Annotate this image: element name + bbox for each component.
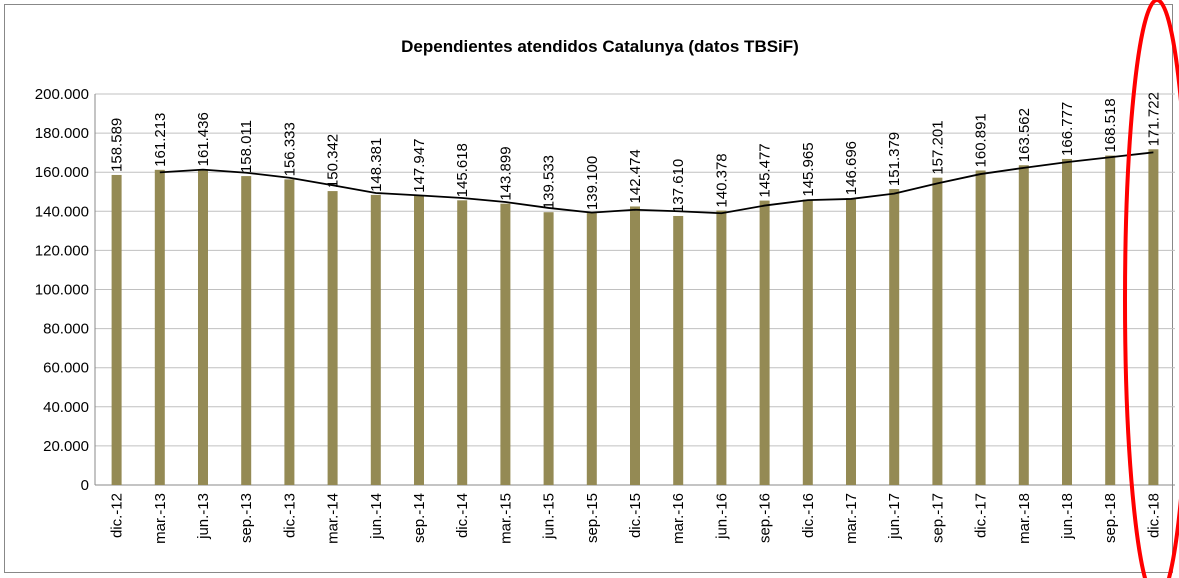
data-label: 168.518	[1102, 98, 1119, 152]
y-tick-label: 140.000	[35, 203, 89, 220]
bar	[630, 206, 640, 486]
bar	[889, 189, 900, 485]
bar	[759, 200, 770, 485]
bar	[716, 210, 727, 485]
y-tick-label: 160.000	[35, 164, 89, 181]
x-tick-label: jun.-13	[195, 493, 212, 540]
data-label: 151.379	[886, 132, 903, 186]
data-label: 171.722	[1145, 92, 1162, 146]
bar	[457, 200, 468, 485]
bar	[284, 179, 295, 485]
y-tick-label: 0	[81, 477, 89, 494]
data-label: 161.213	[152, 113, 169, 167]
data-label: 142.474	[627, 149, 644, 203]
y-tick-label: 100.000	[35, 282, 89, 299]
x-tick-label: sep.-13	[238, 493, 255, 543]
trend-line	[159, 151, 1154, 215]
data-label: 161.436	[195, 112, 212, 166]
x-tick-label: dic.-15	[627, 493, 644, 538]
data-label: 139.533	[541, 155, 558, 209]
data-label: 145.618	[454, 143, 471, 197]
x-tick-label: mar.-17	[843, 493, 860, 544]
y-tick-label: 20.000	[43, 438, 89, 455]
x-tick-label: sep.-16	[757, 493, 774, 543]
x-tick-label: mar.-14	[325, 493, 342, 544]
x-tick-label: mar.-15	[497, 493, 514, 544]
bar	[370, 194, 381, 485]
y-tick-label: 200.000	[35, 86, 89, 103]
bar	[975, 170, 986, 485]
x-tick-label: jun.-15	[541, 493, 558, 540]
bar	[802, 199, 813, 485]
bar	[846, 198, 856, 485]
data-label: 147.947	[411, 139, 428, 193]
x-tick-label: mar.-18	[1016, 493, 1033, 544]
x-tick-label: mar.-16	[670, 493, 687, 544]
x-tick-label: jun.-17	[886, 493, 903, 540]
bar	[154, 169, 165, 485]
highlight-ellipse	[1123, 0, 1179, 578]
bar	[111, 174, 122, 486]
data-label: 160.891	[973, 113, 990, 167]
data-label: 145.477	[757, 143, 774, 197]
bar	[241, 176, 252, 485]
y-tick-label: 40.000	[43, 399, 89, 416]
y-tick-label: 60.000	[43, 360, 89, 377]
bar	[500, 203, 511, 485]
data-label: 163.562	[1016, 108, 1033, 162]
data-label: 166.777	[1059, 102, 1076, 156]
x-tick-label: dic.-16	[800, 493, 817, 538]
x-tick-label: dic.-18	[1145, 493, 1162, 538]
chart-title: Dependientes atendidos Catalunya (datos …	[401, 37, 799, 56]
bar	[673, 215, 684, 485]
x-tick-label: dic.-17	[973, 493, 990, 538]
x-tick-label: jun.-16	[713, 493, 730, 540]
x-tick-label: dic.-14	[454, 493, 471, 538]
x-tick-label: jun.-14	[368, 493, 385, 540]
x-tick-label: sep.-15	[584, 493, 601, 543]
y-tick-label: 120.000	[35, 242, 89, 259]
data-label: 148.381	[368, 138, 385, 192]
data-label: 143.899	[497, 146, 514, 200]
bar	[586, 213, 597, 485]
data-label: 145.965	[800, 142, 817, 196]
bar	[327, 191, 338, 485]
x-tick-label: mar.-13	[152, 493, 169, 544]
data-label: 150.342	[325, 134, 342, 188]
x-tick-label: sep.-14	[411, 493, 428, 543]
bar	[543, 212, 554, 485]
x-tick-label: sep.-17	[929, 493, 946, 543]
data-label: 156.333	[281, 122, 298, 176]
data-label: 158.011	[238, 120, 255, 173]
bar	[1062, 158, 1072, 485]
bar	[414, 195, 424, 485]
x-tick-label: sep.-18	[1102, 493, 1119, 543]
data-label: 139.100	[584, 156, 601, 210]
bar	[1105, 155, 1116, 486]
data-label: 137.610	[670, 159, 687, 213]
y-tick-label: 80.000	[43, 321, 89, 338]
y-tick-label: 180.000	[35, 125, 89, 142]
data-label: 140.378	[713, 153, 730, 207]
bar	[1148, 149, 1159, 485]
bar	[198, 169, 208, 485]
x-tick-label: dic.-13	[281, 493, 298, 538]
bar	[1018, 165, 1029, 485]
x-tick-label: dic.-12	[109, 493, 126, 538]
data-label: 158.589	[109, 118, 126, 172]
x-tick-label: jun.-18	[1059, 493, 1076, 540]
data-label: 146.696	[843, 141, 860, 195]
data-label: 157.201	[929, 120, 946, 174]
bar	[932, 177, 943, 485]
